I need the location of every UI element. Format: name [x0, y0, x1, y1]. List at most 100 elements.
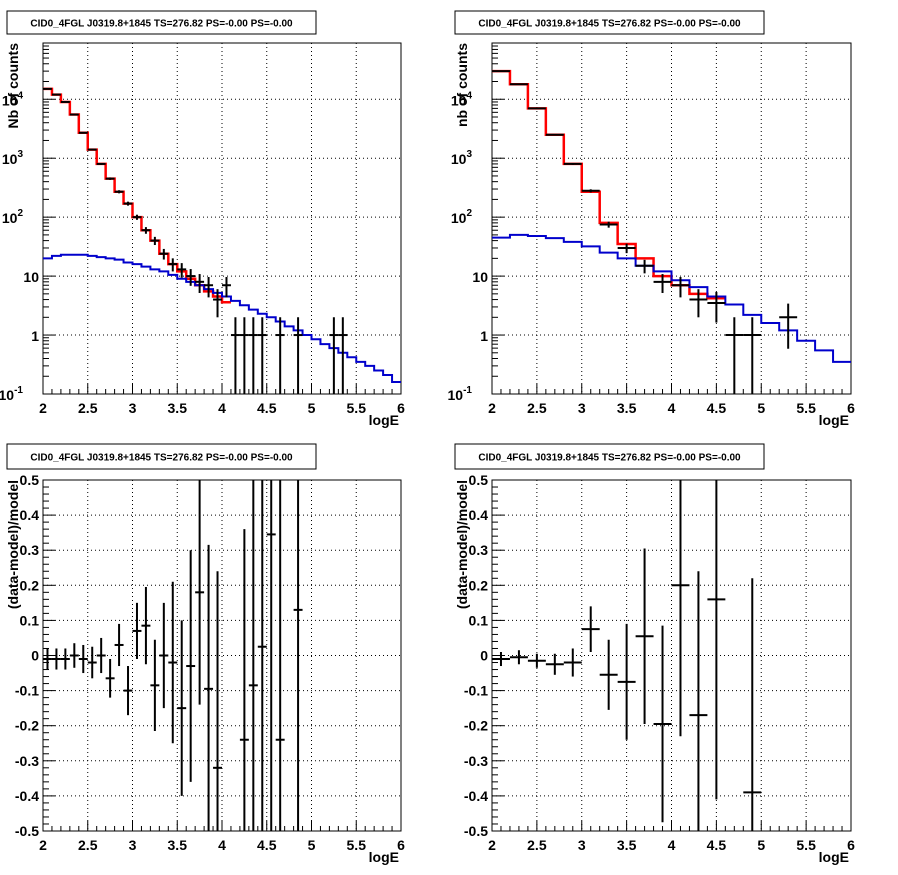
y-tick-base: 10 [448, 387, 464, 403]
data-point [293, 317, 303, 394]
y-tick-label: -0.5 [464, 823, 488, 839]
y-tick-exponent: -1 [463, 385, 472, 396]
y-tick-label: 10 [23, 269, 39, 285]
y-axis: -0.5 -0.4 -0.3 -0.2 -0.1 0 0.1 0.2 0.3 0.4 0.5(dat… [5, 472, 55, 839]
x-axis-label: logE [369, 412, 399, 428]
y-tick-label: 10-1 [448, 385, 473, 403]
y-tick-base: 10 [23, 269, 39, 285]
y-tick-exponent: 4 [17, 90, 23, 101]
data-point [671, 480, 690, 737]
data-point [248, 480, 258, 831]
data-point [60, 100, 70, 103]
y-tick-label: 0.2 [469, 577, 489, 593]
y-tick-label: 1 [480, 328, 488, 344]
y-tick-base: 10 [451, 92, 467, 108]
data-point [230, 317, 240, 394]
data-point [635, 548, 654, 724]
y-tick-label: 0.5 [20, 472, 40, 488]
y-tick-label: 104 [451, 90, 473, 108]
data-point [168, 258, 178, 272]
data-point [266, 480, 276, 831]
x-tick-label: 6 [847, 400, 855, 416]
data-point [96, 162, 106, 165]
data-point [87, 646, 97, 679]
x-tick-label: 5.5 [796, 400, 816, 416]
y-tick-label: 102 [451, 208, 473, 226]
x-tick-label: 5.5 [796, 837, 816, 853]
data-point [239, 529, 249, 831]
y-tick-label: -0.3 [15, 753, 39, 769]
data-point [96, 637, 106, 674]
data-point [329, 317, 339, 394]
data-point [60, 648, 70, 670]
data-point [239, 317, 249, 394]
y-tick-base: 10 [451, 210, 467, 226]
x-tick-label: 2 [39, 837, 47, 853]
y-tick-label: 0.3 [20, 542, 40, 558]
data-point [168, 581, 178, 744]
series-model_total [43, 87, 231, 304]
data-point [581, 189, 600, 193]
data-point [725, 317, 744, 394]
x-tick-label: 2.5 [78, 837, 98, 853]
data-point [779, 303, 798, 349]
y-tick-exponent: 4 [466, 90, 472, 101]
chart-panel-2: 2 2.5 3 3.5 4 4.5 5 5.5 6logE10-1110102103104nb … [448, 10, 855, 428]
y-axis-label: nb of counts [454, 43, 470, 127]
y-tick-label: 0.1 [469, 612, 489, 628]
x-tick-label: 3 [578, 837, 586, 853]
y-tick-label: 102 [2, 208, 24, 226]
x-tick-label: 2.5 [527, 400, 547, 416]
chart-title-box: CID0_4FGL J0319.8+1845 TS=276.82 PS=-0.0… [6, 443, 317, 470]
title-frame [6, 10, 317, 35]
x-tick-label: 5.5 [347, 400, 367, 416]
data-point [123, 666, 133, 716]
x-tick-label: 4.5 [707, 837, 727, 853]
x-tick-label: 5 [757, 837, 765, 853]
x-axis-label: logE [819, 849, 849, 865]
x-tick-label: 4.5 [257, 400, 277, 416]
x-tick-label: 2 [488, 837, 496, 853]
chart-title-box: CID0_4FGL J0319.8+1845 TS=276.82 PS=-0.0… [454, 10, 765, 35]
data-point [257, 480, 267, 831]
data-point [617, 243, 636, 254]
data-point [653, 274, 672, 293]
y-tick-label: 10-1 [0, 385, 23, 403]
y-tick-base: 10 [451, 151, 467, 167]
title-frame [454, 443, 765, 470]
data-point [132, 214, 142, 220]
x-tick-label: 2.5 [527, 837, 547, 853]
data-point [141, 227, 151, 234]
x-tick-label: 5.5 [347, 837, 367, 853]
x-tick-label: 4 [218, 400, 226, 416]
data-point [617, 623, 636, 740]
x-tick-label: 3 [578, 400, 586, 416]
data-point [204, 544, 214, 831]
data-point [338, 317, 348, 394]
chart-title: CID0_4FGL J0319.8+1845 TS=276.82 PS=-0.0… [30, 453, 293, 464]
y-tick-label: -0.2 [15, 718, 39, 734]
data-point [635, 259, 654, 274]
data-point [743, 317, 762, 394]
data-point [213, 571, 222, 831]
series-model_component [492, 233, 851, 363]
x-tick-label: 2 [488, 400, 496, 416]
data-point [141, 587, 151, 665]
y-tick-base: 10 [2, 210, 18, 226]
y-tick-label: 103 [451, 149, 473, 167]
data-point [545, 653, 564, 675]
chart-panel-3: 2 2.5 3 3.5 4 4.5 5 5.5 6logE-0.5-0.4-0.3-0.2-0.… [5, 443, 405, 865]
data-point [195, 480, 205, 705]
y-tick-base: 10 [2, 92, 18, 108]
data-point [105, 659, 115, 698]
series-model_total [492, 69, 726, 300]
data-point [293, 480, 303, 831]
x-tick-label: 5 [308, 400, 316, 416]
data-point [248, 317, 258, 394]
data-point [43, 648, 52, 670]
data-point [114, 190, 124, 194]
series-data [43, 87, 348, 394]
x-tick-label: 5 [308, 837, 316, 853]
